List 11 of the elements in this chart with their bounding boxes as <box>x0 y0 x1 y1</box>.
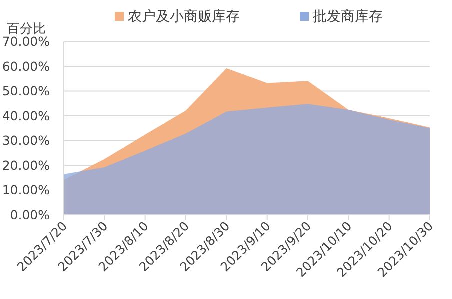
y-tick-label: 20.00% <box>2 158 50 173</box>
y-tick-label: 0.00% <box>10 208 50 222</box>
y-axis-title: 百分比 <box>7 22 46 37</box>
y-tick-label: 50.00% <box>2 84 50 99</box>
y-tick-label: 30.00% <box>2 133 50 148</box>
y-tick-label: 10.00% <box>2 182 50 198</box>
legend-label: 农户及小商贩库存 <box>128 9 240 25</box>
y-tick-label: 60.00% <box>2 58 50 74</box>
y-tick-label: 70.00% <box>2 34 50 50</box>
y-tick-label: 40.00% <box>2 108 50 124</box>
legend-label: 批发商库存 <box>313 9 383 25</box>
